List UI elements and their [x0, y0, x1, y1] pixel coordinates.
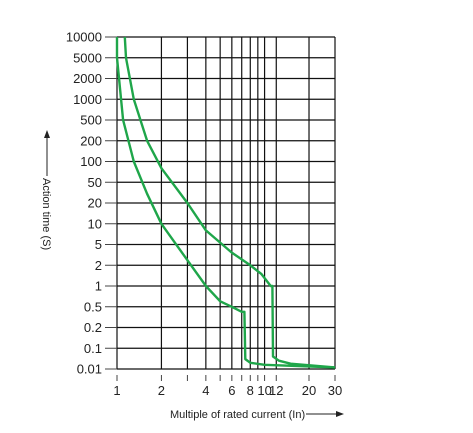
x-tick-label: 12 [269, 383, 283, 398]
curve-line-2 [123, 36, 336, 369]
y-tick-label: 5 [95, 237, 102, 252]
y-axis-arrowhead-icon [44, 130, 50, 138]
x-tick-label: 4 [202, 383, 209, 398]
y-tick-label: 20 [88, 196, 102, 211]
y-axis-title: Action time (S) [40, 178, 52, 250]
x-tick-label: 6 [228, 383, 235, 398]
y-tick-label: 5000 [73, 50, 102, 65]
y-tick-label: 100 [80, 154, 102, 169]
x-tick-label: 8 [247, 383, 254, 398]
y-tick-label: 50 [88, 175, 102, 190]
x-tick-label: 20 [302, 383, 316, 398]
chart-series [115, 36, 336, 369]
x-axis-title-group: Multiple of rated current (In) [170, 409, 344, 421]
y-tick-label: 0.01 [77, 362, 102, 377]
y-tick-label: 0.2 [84, 320, 102, 335]
curve-line-1 [115, 37, 336, 369]
y-axis-ticks: 10000 5000 2000 1000 500 200 100 50 20 10 5 2 1 0.5 0.… [66, 30, 117, 377]
x-tick-label: 2 [158, 383, 165, 398]
y-tick-label: 0.1 [84, 341, 102, 356]
y-tick-label: 1000 [73, 92, 102, 107]
x-tick-label: 1 [113, 383, 120, 398]
y-tick-label: 10 [88, 216, 102, 231]
x-axis-arrowhead-icon [336, 411, 344, 417]
y-axis-title-group: Action time (S) [40, 130, 52, 250]
y-tick-label: 0.5 [84, 299, 102, 314]
x-tick-label: 10 [257, 383, 271, 398]
y-tick-label: 200 [80, 133, 102, 148]
y-tick-label: 2 [95, 258, 102, 273]
x-axis-title: Multiple of rated current (In) [170, 409, 305, 421]
y-tick-label: 2000 [73, 71, 102, 86]
x-tick-label: 30 [328, 383, 342, 398]
y-tick-label: 500 [80, 113, 102, 128]
chart-grid [116, 36, 336, 370]
y-tick-label: 10000 [66, 30, 102, 45]
y-tick-label: 1 [95, 279, 102, 294]
